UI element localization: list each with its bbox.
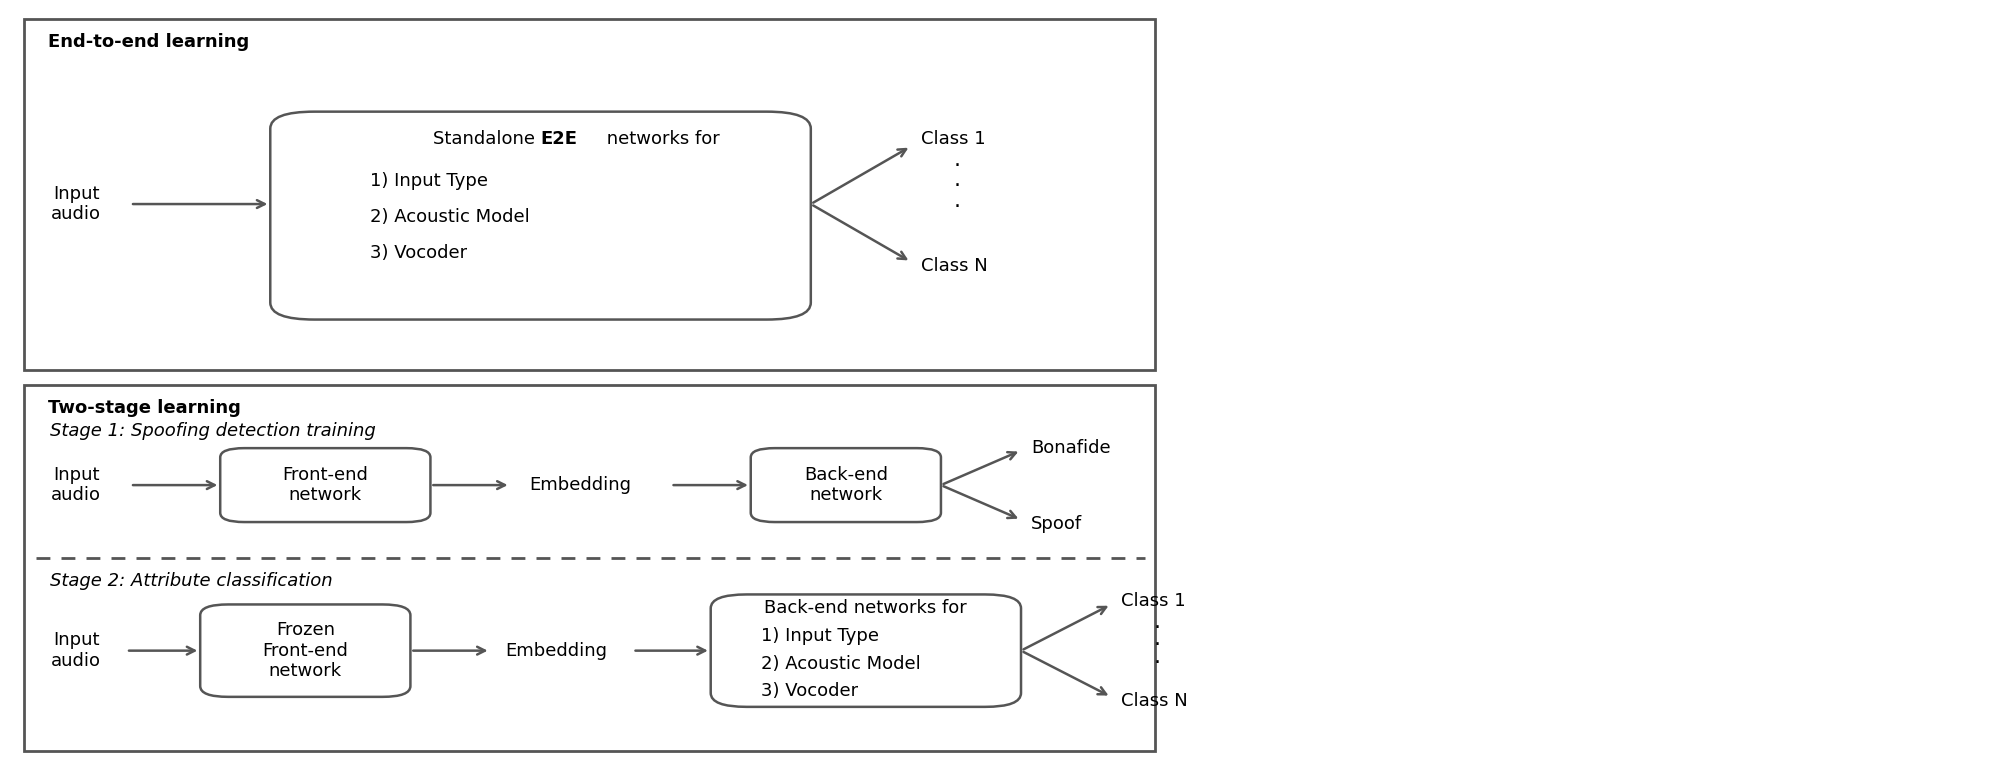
Text: Stage 2: Attribute classification: Stage 2: Attribute classification bbox=[50, 572, 332, 591]
Text: Class 1: Class 1 bbox=[921, 129, 985, 148]
Text: Class N: Class N bbox=[921, 256, 987, 275]
Text: Input
audio: Input audio bbox=[52, 466, 100, 504]
FancyBboxPatch shape bbox=[200, 604, 410, 697]
Text: Class N: Class N bbox=[1121, 691, 1187, 710]
FancyBboxPatch shape bbox=[711, 594, 1021, 707]
Text: Standalone: Standalone bbox=[432, 129, 541, 148]
Text: E2E: E2E bbox=[541, 129, 577, 148]
Text: 3) Vocoder: 3) Vocoder bbox=[761, 682, 859, 701]
Text: 1) Input Type: 1) Input Type bbox=[761, 627, 879, 645]
Text: ·: · bbox=[1153, 653, 1161, 673]
Text: ·: · bbox=[1153, 635, 1161, 655]
Text: Bonafide: Bonafide bbox=[1031, 439, 1111, 457]
FancyBboxPatch shape bbox=[751, 448, 941, 522]
Text: 1) Input Type: 1) Input Type bbox=[370, 172, 488, 190]
Text: Front-end
network: Front-end network bbox=[282, 466, 368, 504]
Text: ·: · bbox=[1153, 618, 1161, 638]
Text: Back-end
network: Back-end network bbox=[805, 466, 887, 504]
Text: ·: · bbox=[953, 156, 961, 176]
Text: Input
audio: Input audio bbox=[52, 631, 100, 670]
Text: 2) Acoustic Model: 2) Acoustic Model bbox=[761, 654, 921, 673]
Bar bbox=[24, 19, 1155, 370]
Text: Input
audio: Input audio bbox=[52, 185, 100, 223]
Text: 3) Vocoder: 3) Vocoder bbox=[370, 243, 468, 262]
Text: End-to-end learning: End-to-end learning bbox=[48, 33, 250, 51]
FancyBboxPatch shape bbox=[220, 448, 430, 522]
Text: ·: · bbox=[953, 197, 961, 217]
Text: Spoof: Spoof bbox=[1031, 514, 1083, 533]
Text: Class 1: Class 1 bbox=[1121, 591, 1185, 610]
Text: Embedding: Embedding bbox=[507, 641, 607, 660]
Text: networks for: networks for bbox=[601, 129, 719, 148]
Text: ·: · bbox=[953, 176, 961, 196]
Text: Back-end networks for: Back-end networks for bbox=[765, 599, 967, 618]
Text: Embedding: Embedding bbox=[531, 476, 631, 494]
Text: Frozen
Front-end
network: Frozen Front-end network bbox=[262, 621, 348, 681]
Text: Two-stage learning: Two-stage learning bbox=[48, 399, 240, 417]
Text: Stage 1: Spoofing detection training: Stage 1: Spoofing detection training bbox=[50, 422, 376, 440]
Text: 2) Acoustic Model: 2) Acoustic Model bbox=[370, 208, 531, 226]
Bar bbox=[24, 385, 1155, 751]
FancyBboxPatch shape bbox=[270, 112, 811, 320]
